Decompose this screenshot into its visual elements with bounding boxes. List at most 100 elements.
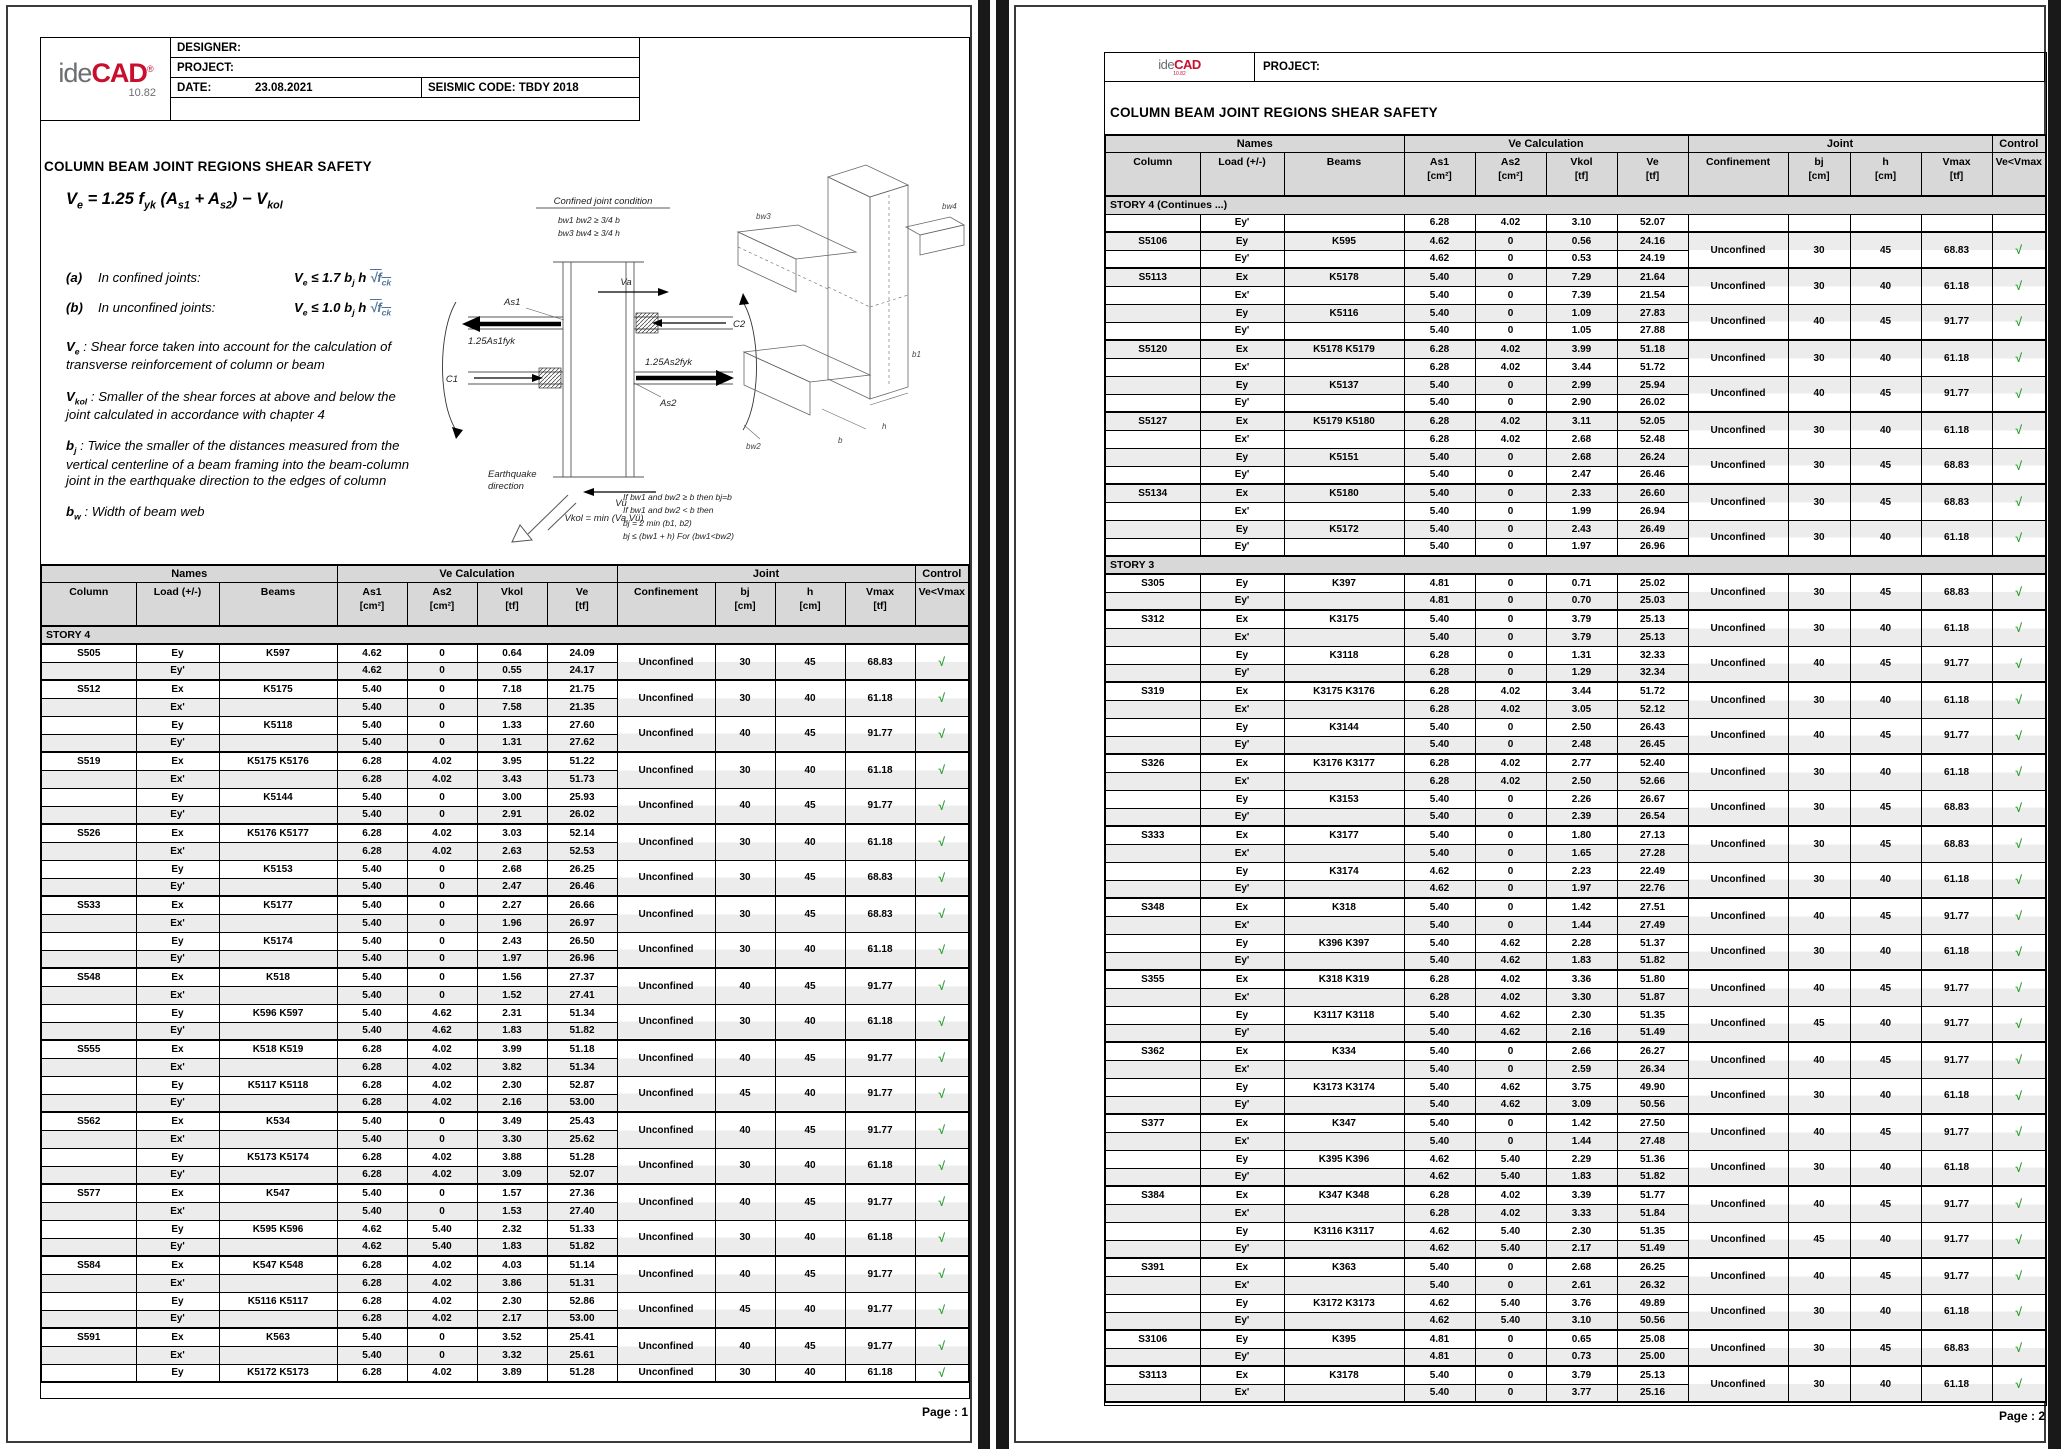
cell: 0: [406, 877, 478, 896]
joint-cell: 61.18: [844, 1147, 916, 1184]
cell: S519: [40, 751, 137, 770]
table-row: Ey' 5.40 4.62 3.09 50.56: [1104, 1095, 2046, 1114]
table-row: Ex' 6.28 4.02 2.50 52.66: [1104, 771, 2046, 790]
cell: 2.23: [1545, 861, 1618, 880]
cell: 0: [1474, 375, 1547, 394]
cell: 27.62: [546, 733, 618, 752]
cell: 51.73: [546, 769, 618, 788]
column-header: Ve<Vmax: [914, 582, 970, 627]
cell: 24.16: [1616, 231, 1689, 250]
cell: 3.36: [1545, 969, 1618, 988]
cell: 3.10: [1545, 1311, 1618, 1330]
svg-text:As2: As2: [659, 398, 677, 409]
cell: 1.97: [1545, 537, 1618, 556]
cell: Ex': [1199, 1203, 1285, 1222]
cell: 4.02: [406, 1165, 478, 1184]
cell: [40, 1165, 137, 1184]
cell: 4.62: [336, 661, 408, 680]
cell: [1283, 357, 1405, 376]
cell: 49.89: [1616, 1293, 1689, 1312]
cell: 6.28: [1403, 429, 1476, 448]
joint-cell: Unconfined: [1687, 789, 1789, 826]
table-row: S533 Ex K5177 5.40 0 2.27 26.66 Unconfined 30 45 6…: [40, 895, 970, 932]
cell: 0: [406, 1327, 478, 1346]
cell: 0: [406, 643, 478, 662]
cell: [1283, 213, 1405, 232]
table-row: S333 Ex K3177 5.40 0 1.80 27.13 Unconfined 30 45 6…: [1104, 825, 2047, 862]
joint-cell: Unconfined: [1687, 1149, 1789, 1186]
definition-term: Vkol: [66, 389, 87, 407]
cell: 21.35: [546, 697, 618, 716]
cell: 1.97: [1545, 879, 1618, 898]
cell: [1104, 717, 1201, 736]
cell: 26.60: [1616, 483, 1689, 502]
control-cell: √: [914, 1111, 970, 1148]
cell: 5.40: [1403, 1005, 1476, 1024]
cell: [1283, 627, 1405, 646]
cell: Ex: [1199, 339, 1285, 358]
cell: 6.28: [336, 1075, 408, 1094]
table-row: Ey K396 K397 5.40 4.62 2.28 51.37 Unconfined 30…: [1104, 933, 2047, 970]
joint-cell: 91.77: [1920, 1041, 1993, 1078]
check-icon: √: [2015, 693, 2023, 708]
check-icon: √: [2015, 1269, 2023, 1284]
joint-cell: Unconfined: [616, 1111, 716, 1148]
table-row: Ey' 4.62 5.40 1.83 51.82: [1104, 1167, 2046, 1186]
joint-cell: 30: [714, 895, 776, 932]
table-row: S519 Ex K5175 K5176 6.28 4.02 3.95 51.22 Unconf…: [40, 751, 970, 788]
cell: Ex': [1199, 1131, 1285, 1150]
table-row: Ey' 5.40 0 2.47 26.46: [1104, 465, 2046, 484]
cell: 0: [1474, 1329, 1547, 1348]
cell: K518: [218, 967, 338, 986]
cell: 4.62: [1403, 249, 1476, 268]
joint-cell: 40: [774, 679, 846, 716]
cell: Ex': [1199, 1059, 1285, 1078]
page1-sheet: ideCAD® 10.82 DESIGNER: PROJECT: DATE: 2…: [6, 5, 972, 1443]
cell: 6.28: [1403, 663, 1476, 682]
cell: 5.40: [1403, 915, 1476, 934]
cell: [1283, 951, 1405, 970]
check-icon: √: [2015, 530, 2023, 545]
cell: 4.02: [406, 1273, 478, 1292]
cell: Ex: [1199, 1257, 1285, 1276]
cell: 5.40: [336, 715, 408, 734]
cell: 25.93: [546, 787, 618, 806]
cell: 4.62: [1403, 1221, 1476, 1240]
control-cell: √: [1991, 231, 2047, 268]
cell: 5.40: [1403, 483, 1476, 502]
control-cell: √: [1991, 717, 2047, 754]
joint-cell: Unconfined: [616, 1291, 716, 1328]
table-row: Ey' 5.40 4.62 1.83 51.82: [1104, 951, 2046, 970]
cell: [1104, 1293, 1201, 1312]
cell: 6.28: [336, 1093, 408, 1112]
table-row: S5134 Ex K5180 5.40 0 2.33 26.60 Unconfined 30 45…: [1104, 483, 2047, 520]
cell: 22.76: [1616, 879, 1689, 898]
cell: 0: [1474, 609, 1547, 628]
table-head: Names Ve Calculation Joint Control Column Lo…: [40, 565, 970, 627]
joint-cell: Unconfined: [1687, 519, 1789, 556]
cell: Ey': [1199, 321, 1285, 340]
formula-subscript: kol: [267, 199, 283, 212]
control-cell: √: [914, 1363, 970, 1382]
joint-cell: Unconfined: [1687, 609, 1789, 646]
cell: 5.40: [336, 985, 408, 1004]
joint-cell: 45: [1849, 1329, 1922, 1366]
cell: 0: [1474, 1131, 1547, 1150]
seismic-code-label: SEISMIC CODE: TBDY 2018: [421, 78, 633, 97]
cell: S326: [1104, 753, 1201, 772]
svg-text:Va: Va: [620, 277, 631, 288]
cell: 0: [406, 985, 478, 1004]
check-icon: √: [938, 942, 946, 957]
table-row: S326 Ex K3176 K3177 6.28 4.02 2.77 52.40 Unconf…: [1104, 753, 2047, 790]
cell: 6.28: [336, 841, 408, 860]
cell: K5116 K5117: [218, 1291, 338, 1310]
cell: Ex': [135, 769, 220, 788]
cell: 4.81: [1403, 1329, 1476, 1348]
shear-safety-table-page2: Names Ve Calculation Joint Control Column Lo…: [1104, 134, 2048, 1403]
cell: S5120: [1104, 339, 1201, 358]
joint-diagram: Confined joint condition bw1 bw2 ≥ 3/4 b…: [408, 147, 968, 562]
joint-cell: Unconfined: [1687, 897, 1789, 934]
formula-segment: V: [66, 339, 75, 354]
control-cell: √: [1991, 969, 2047, 1006]
header-group: Control: [1991, 135, 2047, 153]
